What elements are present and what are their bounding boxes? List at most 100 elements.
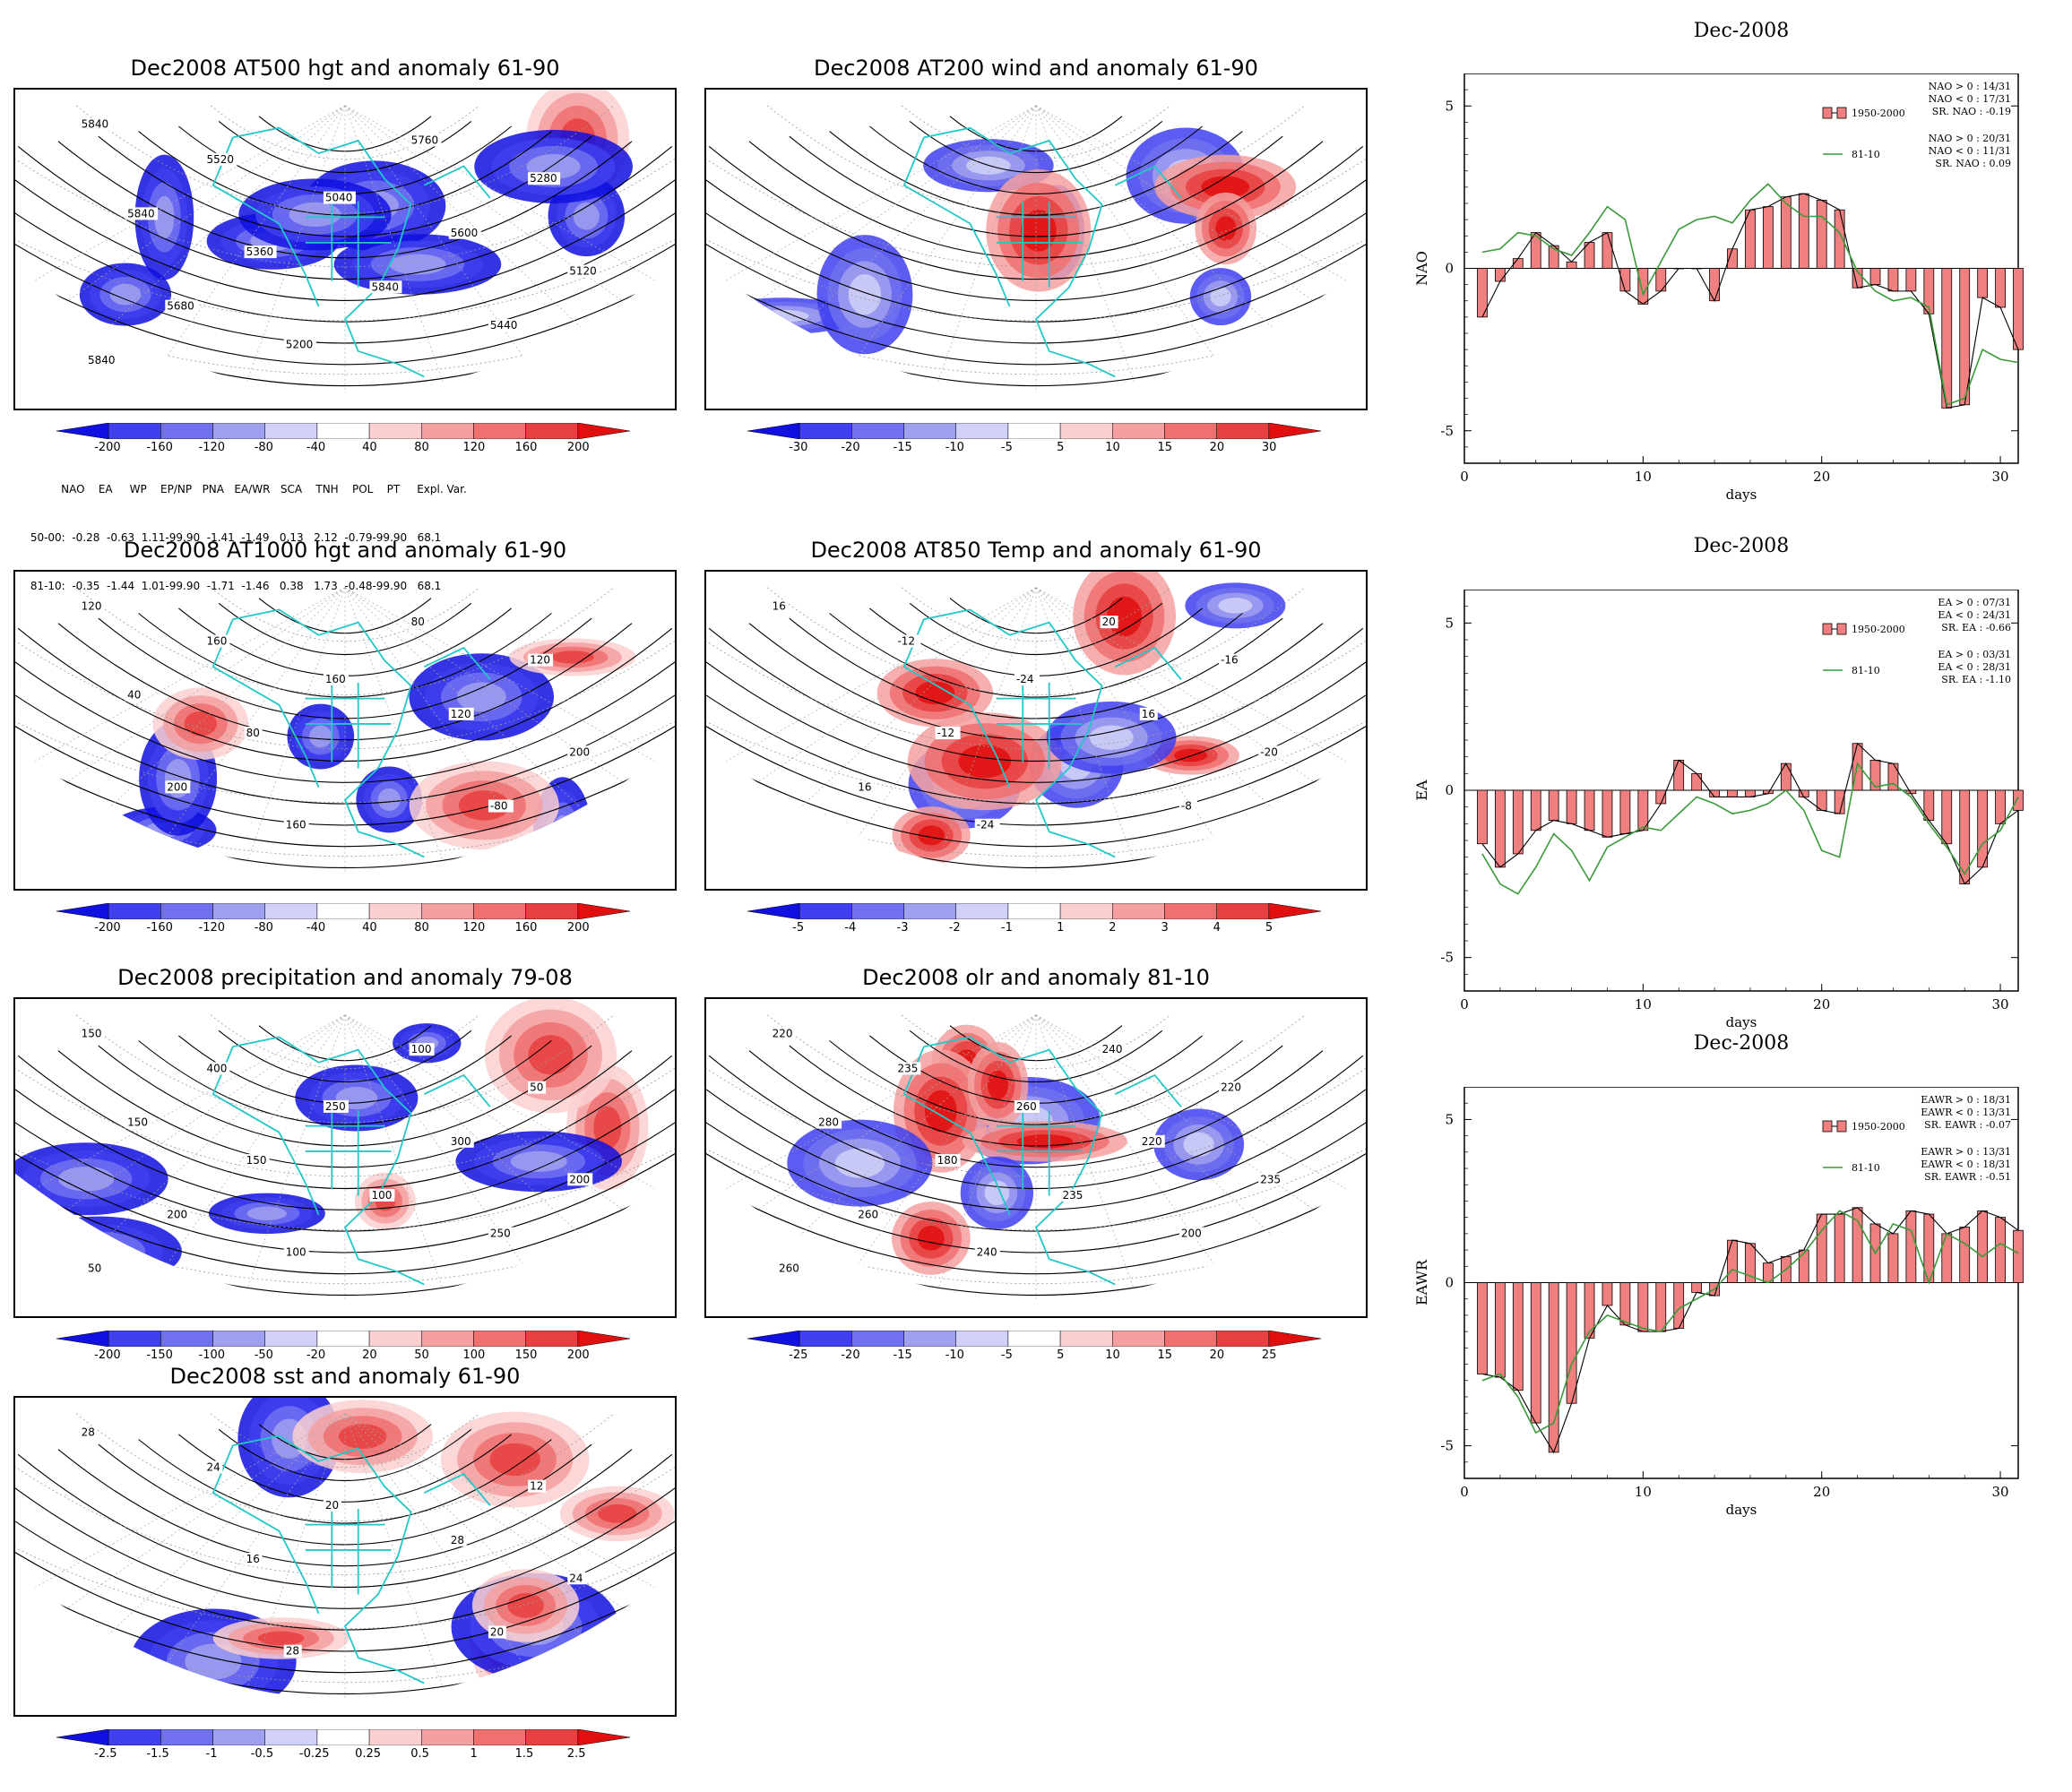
colorbar-segment xyxy=(1164,1331,1217,1347)
x-tick-label: 0 xyxy=(1460,469,1469,485)
legend-stat: EA < 0 : 28/31 xyxy=(1938,661,2011,673)
map-title-at500: Dec2008 AT500 hgt and anomaly 61-90 xyxy=(130,56,560,81)
x-tick-label: 10 xyxy=(1635,1484,1652,1500)
anomaly-shading xyxy=(1215,216,1237,241)
index-table-row-81-10: 81-10: -0.35 -1.44 1.01-99.90 -1.71 -1.4… xyxy=(27,580,442,592)
colorbar-segment xyxy=(577,1331,631,1347)
contour-label-bg xyxy=(1258,1173,1284,1186)
anomaly-shading xyxy=(924,1090,957,1133)
contour-label-bg xyxy=(1178,799,1197,813)
contour-label-bg xyxy=(528,1479,547,1493)
bar xyxy=(1512,1282,1524,1391)
bar xyxy=(1905,1210,1917,1283)
y-axis-label: EA xyxy=(1413,780,1430,801)
contour-label-bg xyxy=(448,1134,474,1148)
contour-label-bg xyxy=(85,354,118,367)
colorbar-segment xyxy=(903,903,956,919)
contour-label-bg xyxy=(165,780,191,794)
bar xyxy=(1637,1282,1649,1332)
colorbar-tick-label: 20 xyxy=(362,1348,377,1362)
contour-label: 260 xyxy=(1016,1100,1037,1113)
y-tick-label: -5 xyxy=(1440,950,1454,966)
contour-label-bg xyxy=(770,599,789,613)
teleconnection-index-table: NAO EA WP EP/NP PNA EA/WR SCA TNH POL PT… xyxy=(27,449,467,610)
contour-label: 16 xyxy=(858,780,871,793)
contour-line xyxy=(138,131,552,216)
contour-label-bg xyxy=(1014,1099,1040,1113)
legend-stat: SR. NAO : 0.09 xyxy=(1935,158,2011,169)
anomaly-shading xyxy=(109,283,142,306)
bar xyxy=(1995,1217,2006,1283)
colorbar-tick-label: -4 xyxy=(844,921,857,935)
contour-label: 5280 xyxy=(530,172,557,185)
colorbar-segment xyxy=(56,1729,109,1745)
colorbar-segment xyxy=(1059,423,1113,439)
contour-line xyxy=(15,652,675,869)
bar xyxy=(1655,1282,1667,1332)
ts-title-eawr: Dec-2008 xyxy=(1693,1032,1790,1055)
colorbar-segment xyxy=(421,903,474,919)
contour-line xyxy=(909,1030,1163,1082)
contour-label: 80 xyxy=(411,616,425,628)
contour-label: 28 xyxy=(451,1534,464,1546)
bar xyxy=(1637,268,1649,305)
colorbar-tick-label: 25 xyxy=(1261,1348,1277,1362)
x-axis-label: days xyxy=(1726,487,1757,503)
contour-label-bg xyxy=(528,172,561,185)
map-title-sst: Dec2008 sst and anomaly 61-90 xyxy=(169,1364,521,1389)
colorbar-tick-label: -200 xyxy=(94,921,121,935)
contour-label: 100 xyxy=(411,1043,432,1055)
bar xyxy=(1601,789,1613,838)
colorbar-segment xyxy=(316,1331,370,1347)
colorbar-tick-label: 2 xyxy=(1109,921,1117,935)
legend-stat: EAWR > 0 : 18/31 xyxy=(1921,1094,2011,1106)
contour-line xyxy=(706,1080,1366,1297)
colorbar-segment xyxy=(1007,903,1061,919)
anomaly-shading xyxy=(1218,598,1253,614)
anomaly-shading xyxy=(834,1148,885,1178)
y-tick-label: 5 xyxy=(1445,615,1454,631)
x-axis-label: days xyxy=(1726,1502,1757,1518)
legend-swatch-bar xyxy=(1836,623,1847,635)
colorbar-segment xyxy=(799,903,852,919)
colorbar-segment xyxy=(525,423,579,439)
map-title-olr: Dec2008 olr and anomaly 81-10 xyxy=(862,965,1210,990)
bar xyxy=(1584,789,1595,831)
contour-label-bg xyxy=(85,1262,104,1275)
contour-line xyxy=(57,1449,633,1567)
anomaly-shading xyxy=(184,711,217,737)
contour-label: 100 xyxy=(286,1246,306,1259)
colorbar-tick-label: -50 xyxy=(254,1348,273,1362)
contour-label: 250 xyxy=(490,1228,511,1240)
colorbar-segment xyxy=(212,423,265,439)
contour-label-bg xyxy=(409,134,442,147)
legend-swatch-bar xyxy=(1836,1120,1847,1133)
anomaly-shading xyxy=(246,1206,287,1220)
contour-label-bg xyxy=(369,280,402,294)
contour-label: 280 xyxy=(818,1116,839,1129)
contour-line xyxy=(15,1459,675,1609)
anomaly-shading xyxy=(507,1592,544,1618)
colorbar-tick-label: 200 xyxy=(566,921,590,935)
map-title-at850: Dec2008 AT850 Temp and anomaly 61-90 xyxy=(810,538,1262,563)
contour-line xyxy=(829,131,1243,216)
bar xyxy=(1619,1282,1631,1326)
contour-label: 120 xyxy=(82,599,102,612)
contour-label: 20 xyxy=(325,1499,339,1512)
colorbar-segment xyxy=(160,903,213,919)
contour-line xyxy=(706,151,1366,301)
contour-label: 20 xyxy=(1102,616,1116,628)
bar xyxy=(1905,268,1917,292)
contour-label-bg xyxy=(244,727,263,740)
colorbar-segment xyxy=(955,1331,1009,1347)
contour-line xyxy=(17,1453,673,1589)
contour-label: 80 xyxy=(246,727,260,739)
contour-label: 260 xyxy=(858,1208,878,1220)
bar xyxy=(1566,261,1577,269)
legend-label-1950-2000: 1950-2000 xyxy=(1852,624,1905,635)
colorbar-tick-label: 3 xyxy=(1161,921,1169,935)
colorbar-olr xyxy=(747,1331,1322,1347)
colorbar-segment xyxy=(747,423,800,439)
colorbar-segment xyxy=(955,423,1009,439)
contour-label-bg xyxy=(448,226,481,239)
